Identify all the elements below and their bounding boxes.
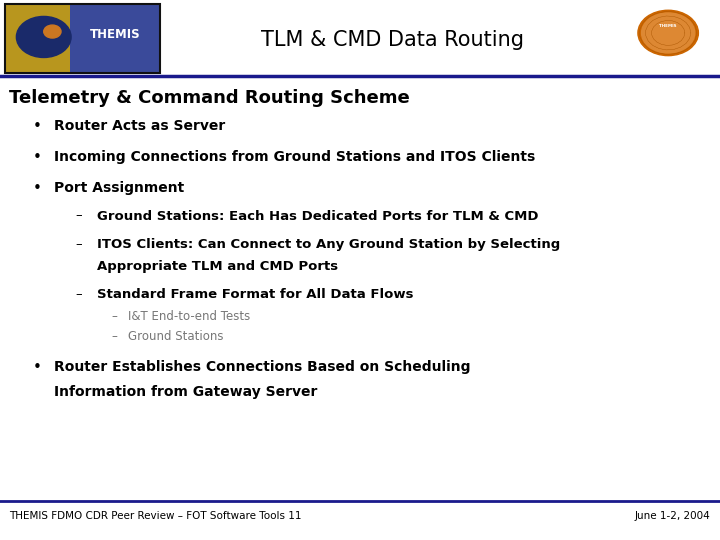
Bar (70, 4, 160, 73)
Bar (5, 4, 70, 73)
Text: Appropriate TLM and CMD Ports: Appropriate TLM and CMD Ports (97, 260, 338, 273)
Circle shape (642, 13, 695, 53)
Text: Telemetry & Command Routing Scheme: Telemetry & Command Routing Scheme (9, 89, 410, 107)
Text: Ground Stations: Ground Stations (128, 330, 224, 343)
Text: THEMIS: THEMIS (660, 24, 677, 28)
Bar (5, 4, 160, 73)
Text: •: • (32, 181, 41, 197)
Text: TLM & CMD Data Routing: TLM & CMD Data Routing (261, 30, 524, 50)
Text: •: • (32, 150, 41, 165)
Text: THEMIS: THEMIS (89, 29, 140, 42)
Circle shape (638, 10, 698, 56)
Text: Ground Stations: Each Has Dedicated Ports for TLM & CMD: Ground Stations: Each Has Dedicated Port… (97, 210, 539, 222)
Text: –: – (76, 210, 82, 222)
Text: June 1-2, 2004: June 1-2, 2004 (635, 511, 711, 521)
Text: I&T End-to-end Tests: I&T End-to-end Tests (128, 310, 251, 323)
Text: •: • (32, 360, 41, 375)
Text: Router Acts as Server: Router Acts as Server (54, 119, 225, 133)
Circle shape (17, 16, 71, 57)
Text: –: – (112, 310, 117, 323)
Text: Router Establishes Connections Based on Scheduling: Router Establishes Connections Based on … (54, 360, 470, 374)
Text: Standard Frame Format for All Data Flows: Standard Frame Format for All Data Flows (97, 288, 414, 301)
Text: Incoming Connections from Ground Stations and ITOS Clients: Incoming Connections from Ground Station… (54, 150, 535, 164)
Text: Information from Gateway Server: Information from Gateway Server (54, 384, 318, 399)
Text: •: • (32, 119, 41, 134)
Text: –: – (76, 288, 82, 301)
Text: Port Assignment: Port Assignment (54, 181, 184, 195)
Circle shape (44, 25, 61, 38)
Text: –: – (112, 330, 117, 343)
Text: –: – (76, 238, 82, 251)
Text: THEMIS FDMO CDR Peer Review – FOT Software Tools 11: THEMIS FDMO CDR Peer Review – FOT Softwa… (9, 511, 302, 521)
Text: ITOS Clients: Can Connect to Any Ground Station by Selecting: ITOS Clients: Can Connect to Any Ground … (97, 238, 560, 251)
